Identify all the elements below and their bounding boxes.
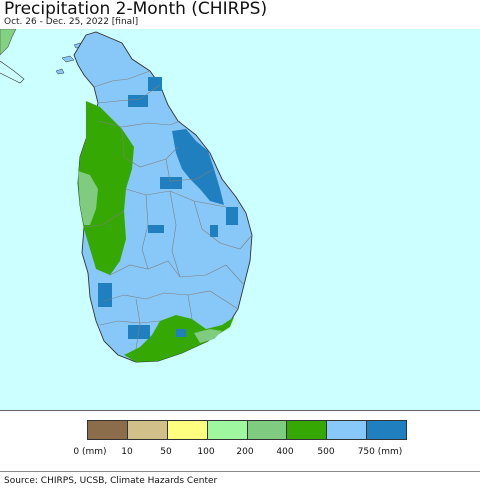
zone-750mm <box>226 207 238 225</box>
legend-label: 200 <box>236 447 254 457</box>
legend-label: 500 <box>317 447 335 457</box>
zone-750mm <box>148 225 164 233</box>
legend-swatch <box>88 421 128 439</box>
zone-750mm <box>128 325 150 339</box>
legend-swatch <box>287 421 328 439</box>
district-boundaries <box>83 70 253 350</box>
island <box>55 68 65 75</box>
zone-400mm-west <box>78 101 134 275</box>
legend-label: 400 <box>276 447 294 457</box>
legend-label: 10 <box>121 447 133 457</box>
date-range-subtitle: Oct. 26 - Dec. 25, 2022 [final] <box>4 17 139 27</box>
source-credit: Source: CHIRPS, UCSB, Climate Hazards Ce… <box>4 476 218 486</box>
zone-750mm <box>172 129 224 205</box>
legend-swatch <box>167 421 208 439</box>
zone-750mm <box>160 177 182 189</box>
page-title: Precipitation 2-Month (CHIRPS) <box>4 0 268 19</box>
legend-label: 750 (mm) <box>357 447 403 457</box>
zone-750mm <box>210 225 218 237</box>
legend-swatch <box>127 421 168 439</box>
legend-label: 50 <box>160 447 172 457</box>
legend-swatch <box>247 421 288 439</box>
zone-200mm-south <box>194 329 222 343</box>
legend-label: 100 <box>197 447 215 457</box>
legend-label: 0 (mm) <box>73 447 107 457</box>
zone-750mm <box>148 77 162 91</box>
zone-750mm <box>128 95 148 107</box>
zone-400mm-south <box>124 315 234 362</box>
precipitation-map <box>0 29 480 411</box>
mainland-coast <box>0 60 25 84</box>
legend-swatch <box>367 421 406 439</box>
mainland-india <box>0 29 17 56</box>
legend-color-bar <box>87 420 407 440</box>
zone-750mm <box>176 329 186 337</box>
legend-swatch <box>207 421 248 439</box>
zone-750mm <box>98 283 112 307</box>
footer-divider <box>0 471 480 472</box>
zone-200mm-west <box>78 171 98 225</box>
island <box>61 55 75 63</box>
legend-swatch <box>327 421 368 439</box>
